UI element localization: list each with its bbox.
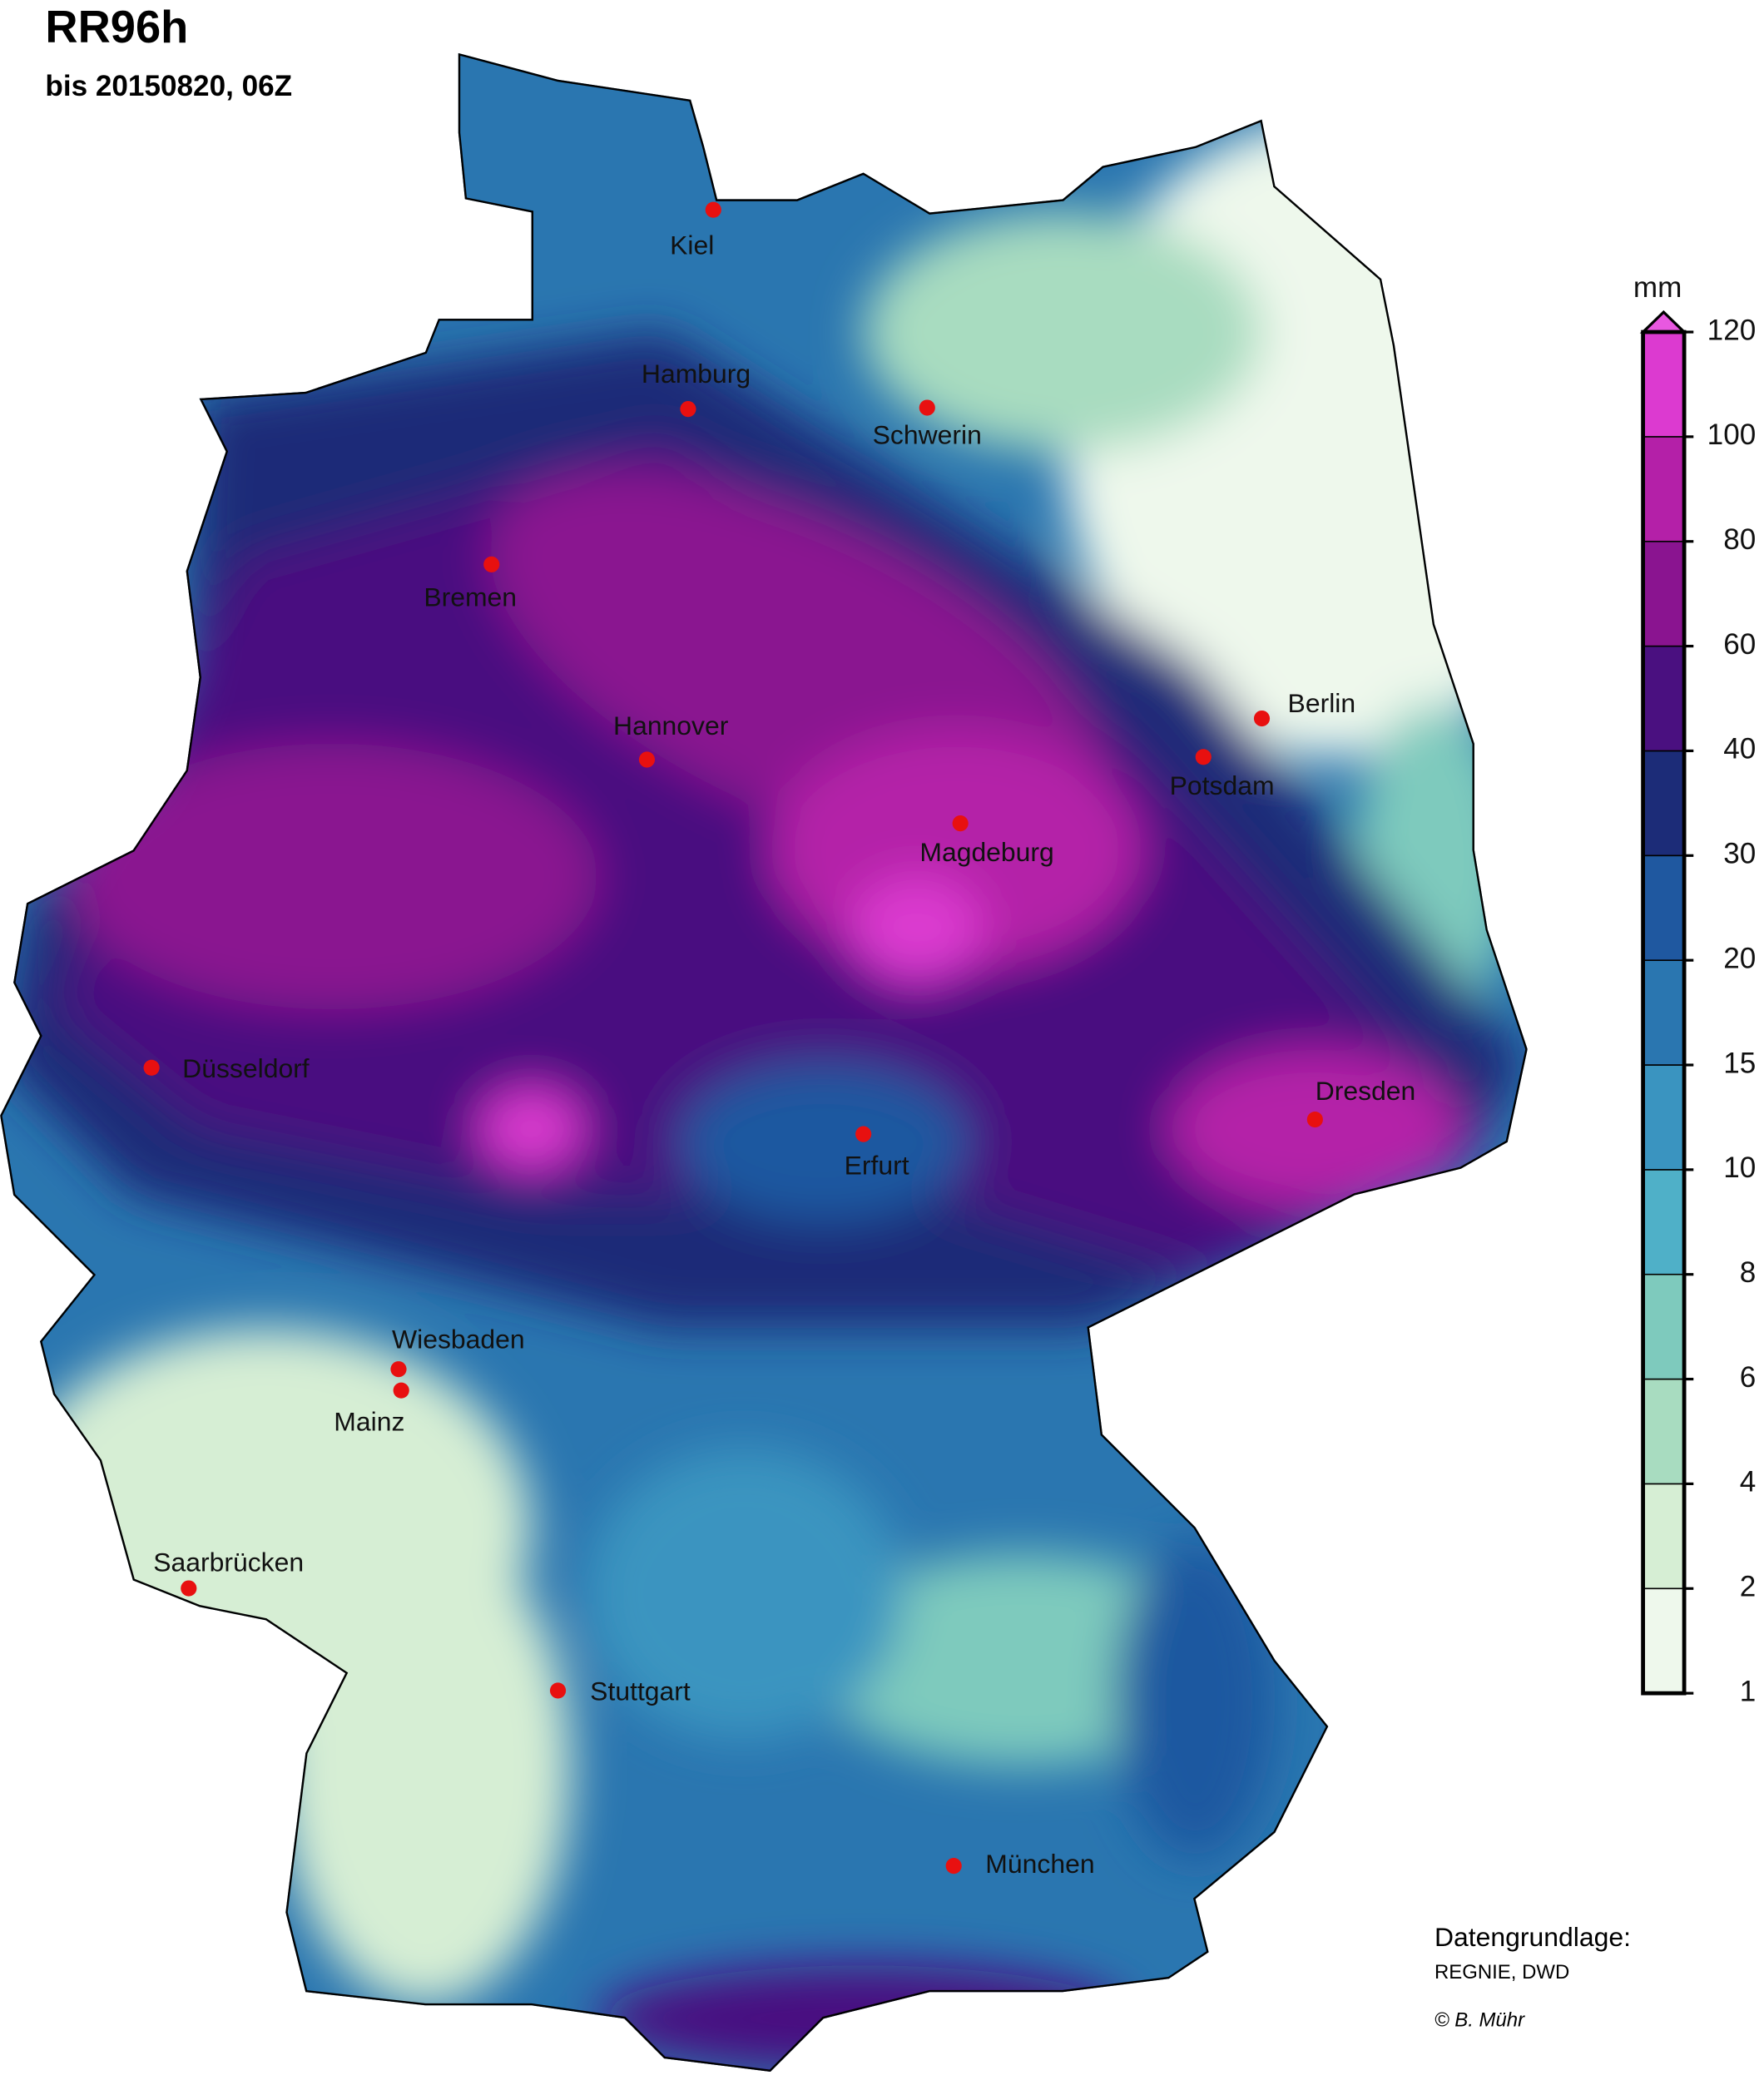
colorbar-band — [1642, 959, 1685, 1066]
colorbar-tick-label: 2 — [1740, 1571, 1757, 1603]
colorbar-tick-label: 80 — [1723, 523, 1756, 556]
colorbar-unit: mm — [1633, 271, 1682, 304]
city-label: München — [985, 1849, 1094, 1879]
colorbar-tick-label: 1 — [1740, 1675, 1757, 1707]
city-marker — [393, 1382, 409, 1399]
city-label: Hannover — [613, 711, 729, 740]
city-label: Dresden — [1316, 1076, 1416, 1106]
city-marker — [1253, 710, 1271, 727]
colorbar-band — [1642, 1169, 1685, 1275]
colorbar-extend — [1639, 310, 1688, 334]
city-marker — [855, 1126, 872, 1142]
city-label: Erfurt — [845, 1150, 909, 1180]
colorbar-tick-label: 60 — [1723, 628, 1756, 661]
city-label: Berlin — [1288, 688, 1356, 718]
colorbar-tick-label: 8 — [1740, 1256, 1757, 1289]
colorbar-tick-label: 20 — [1723, 942, 1756, 974]
credit-source-label: Datengrundlage: — [1434, 1922, 1631, 1952]
city-label: Saarbrücken — [153, 1548, 304, 1577]
city-marker — [1195, 749, 1212, 765]
city-label: Magdeburg — [919, 837, 1053, 867]
city-label: Potsdam — [1170, 770, 1275, 800]
colorbar-tick-label: 100 — [1707, 418, 1757, 451]
city-label: Schwerin — [873, 420, 982, 450]
map-title: RR96h — [45, 2, 188, 52]
city-marker — [1306, 1112, 1323, 1128]
city-marker — [549, 1682, 567, 1699]
city-marker — [483, 556, 500, 572]
city-marker — [919, 399, 935, 416]
colorbar-tick-label: 30 — [1723, 838, 1756, 870]
colorbar-band — [1642, 645, 1685, 752]
city-label: Bremen — [424, 582, 517, 612]
city-label: Stuttgart — [590, 1676, 691, 1706]
colorbar-band — [1642, 540, 1685, 647]
city-label: Düsseldorf — [182, 1053, 310, 1083]
colorbar-tick-label: 6 — [1740, 1361, 1757, 1394]
city-label: Wiesbaden — [392, 1325, 525, 1355]
colorbar-tick-label: 40 — [1723, 733, 1756, 765]
city-marker — [181, 1580, 197, 1597]
city-label: Hamburg — [642, 359, 751, 389]
credit-source: REGNIE, DWD — [1434, 1961, 1569, 1983]
map-subtitle: bis 20150820, 06Z — [45, 70, 292, 102]
city-marker — [952, 815, 969, 832]
colorbar-tick-label: 120 — [1707, 314, 1757, 346]
city-marker — [680, 401, 696, 418]
colorbar-tick-label: 10 — [1723, 1151, 1756, 1184]
colorbar-tick-label: 4 — [1740, 1466, 1757, 1498]
colorbar-band — [1642, 854, 1685, 961]
colorbar-tick-label: 15 — [1723, 1047, 1756, 1079]
colorbar-band — [1642, 1483, 1685, 1590]
credit-author: © B. Mühr — [1434, 2009, 1525, 2032]
colorbar-band — [1642, 331, 1685, 438]
city-marker — [705, 201, 721, 218]
city-marker — [638, 751, 656, 768]
city-marker — [945, 1858, 962, 1875]
colorbar-band — [1642, 1587, 1685, 1694]
colorbar-frame — [1641, 329, 1687, 1696]
colorbar-band — [1642, 436, 1685, 542]
city-label: Kiel — [670, 230, 714, 260]
colorbar-band — [1642, 1273, 1685, 1380]
city-label: Mainz — [334, 1407, 404, 1437]
precip-field — [0, 52, 1528, 2073]
city-marker — [143, 1059, 160, 1076]
colorbar-band — [1642, 750, 1685, 857]
colorbar-band — [1642, 1378, 1685, 1485]
city-marker — [390, 1361, 407, 1378]
colorbar-band — [1642, 1064, 1685, 1171]
